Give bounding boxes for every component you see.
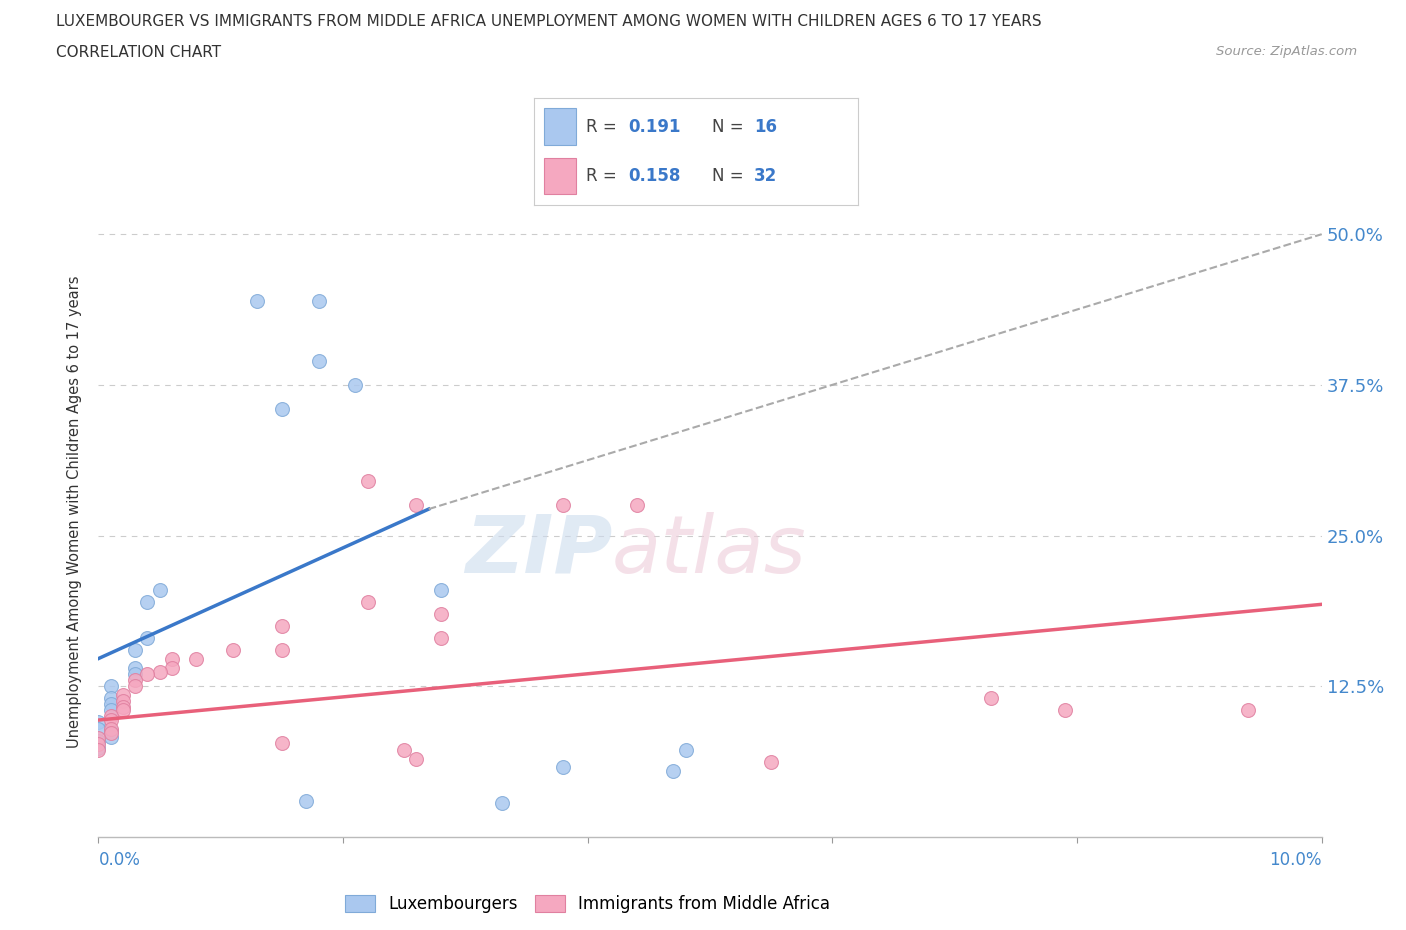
- Text: R =: R =: [586, 117, 621, 136]
- Point: [270, 643, 292, 658]
- Point: [160, 661, 183, 676]
- Text: CORRELATION CHART: CORRELATION CHART: [56, 45, 221, 60]
- Text: ZIP: ZIP: [465, 512, 612, 590]
- Point: [136, 631, 159, 645]
- Point: [100, 703, 122, 718]
- Point: [100, 724, 122, 738]
- Bar: [544, 157, 576, 194]
- Point: [87, 715, 110, 730]
- Point: [405, 498, 427, 513]
- Text: 0.158: 0.158: [628, 166, 681, 185]
- Legend: Luxembourgers, Immigrants from Middle Africa: Luxembourgers, Immigrants from Middle Af…: [339, 888, 837, 920]
- Point: [356, 594, 378, 609]
- Point: [295, 793, 318, 808]
- Point: [111, 687, 134, 702]
- Text: 0.0%: 0.0%: [98, 851, 141, 869]
- Point: [87, 737, 110, 751]
- Point: [1053, 703, 1076, 718]
- Point: [186, 651, 208, 666]
- Point: [124, 661, 146, 676]
- Point: [100, 691, 122, 706]
- Point: [87, 740, 110, 755]
- Point: [308, 353, 330, 368]
- Point: [124, 643, 146, 658]
- Point: [87, 721, 110, 736]
- Text: 0.191: 0.191: [628, 117, 681, 136]
- Point: [100, 697, 122, 711]
- Point: [87, 731, 110, 746]
- Point: [759, 755, 782, 770]
- Point: [100, 679, 122, 694]
- Text: N =: N =: [713, 117, 749, 136]
- Text: R =: R =: [586, 166, 621, 185]
- Point: [270, 618, 292, 633]
- Point: [553, 498, 575, 513]
- Text: LUXEMBOURGER VS IMMIGRANTS FROM MIDDLE AFRICA UNEMPLOYMENT AMONG WOMEN WITH CHIL: LUXEMBOURGER VS IMMIGRANTS FROM MIDDLE A…: [56, 14, 1042, 29]
- Point: [100, 721, 122, 736]
- Point: [675, 743, 697, 758]
- Point: [1237, 703, 1260, 718]
- Point: [356, 474, 378, 489]
- Point: [980, 691, 1002, 706]
- Point: [100, 726, 122, 741]
- Point: [87, 733, 110, 748]
- Bar: [544, 108, 576, 145]
- Point: [430, 606, 453, 621]
- Point: [430, 631, 453, 645]
- Text: 32: 32: [754, 166, 778, 185]
- Text: Source: ZipAtlas.com: Source: ZipAtlas.com: [1216, 45, 1357, 58]
- Point: [100, 712, 122, 727]
- Point: [149, 582, 172, 597]
- Point: [111, 703, 134, 718]
- Point: [160, 651, 183, 666]
- Point: [100, 709, 122, 724]
- Text: 16: 16: [754, 117, 778, 136]
- Text: atlas: atlas: [612, 512, 807, 590]
- Point: [124, 679, 146, 694]
- Point: [111, 699, 134, 714]
- Point: [124, 667, 146, 682]
- Point: [149, 664, 172, 679]
- Point: [430, 582, 453, 597]
- Point: [111, 694, 134, 709]
- Point: [246, 293, 269, 308]
- Y-axis label: Unemployment Among Women with Children Ages 6 to 17 years: Unemployment Among Women with Children A…: [67, 275, 83, 748]
- Point: [124, 672, 146, 687]
- Point: [270, 736, 292, 751]
- Point: [344, 378, 367, 392]
- Point: [626, 498, 648, 513]
- Point: [87, 743, 110, 758]
- Point: [222, 643, 245, 658]
- Point: [553, 760, 575, 775]
- Point: [308, 293, 330, 308]
- Text: N =: N =: [713, 166, 749, 185]
- Point: [405, 751, 427, 766]
- Point: [136, 594, 159, 609]
- Point: [662, 764, 685, 778]
- Text: 10.0%: 10.0%: [1270, 851, 1322, 869]
- Point: [491, 796, 513, 811]
- Point: [100, 729, 122, 744]
- Point: [270, 402, 292, 417]
- Point: [136, 667, 159, 682]
- Point: [392, 743, 416, 758]
